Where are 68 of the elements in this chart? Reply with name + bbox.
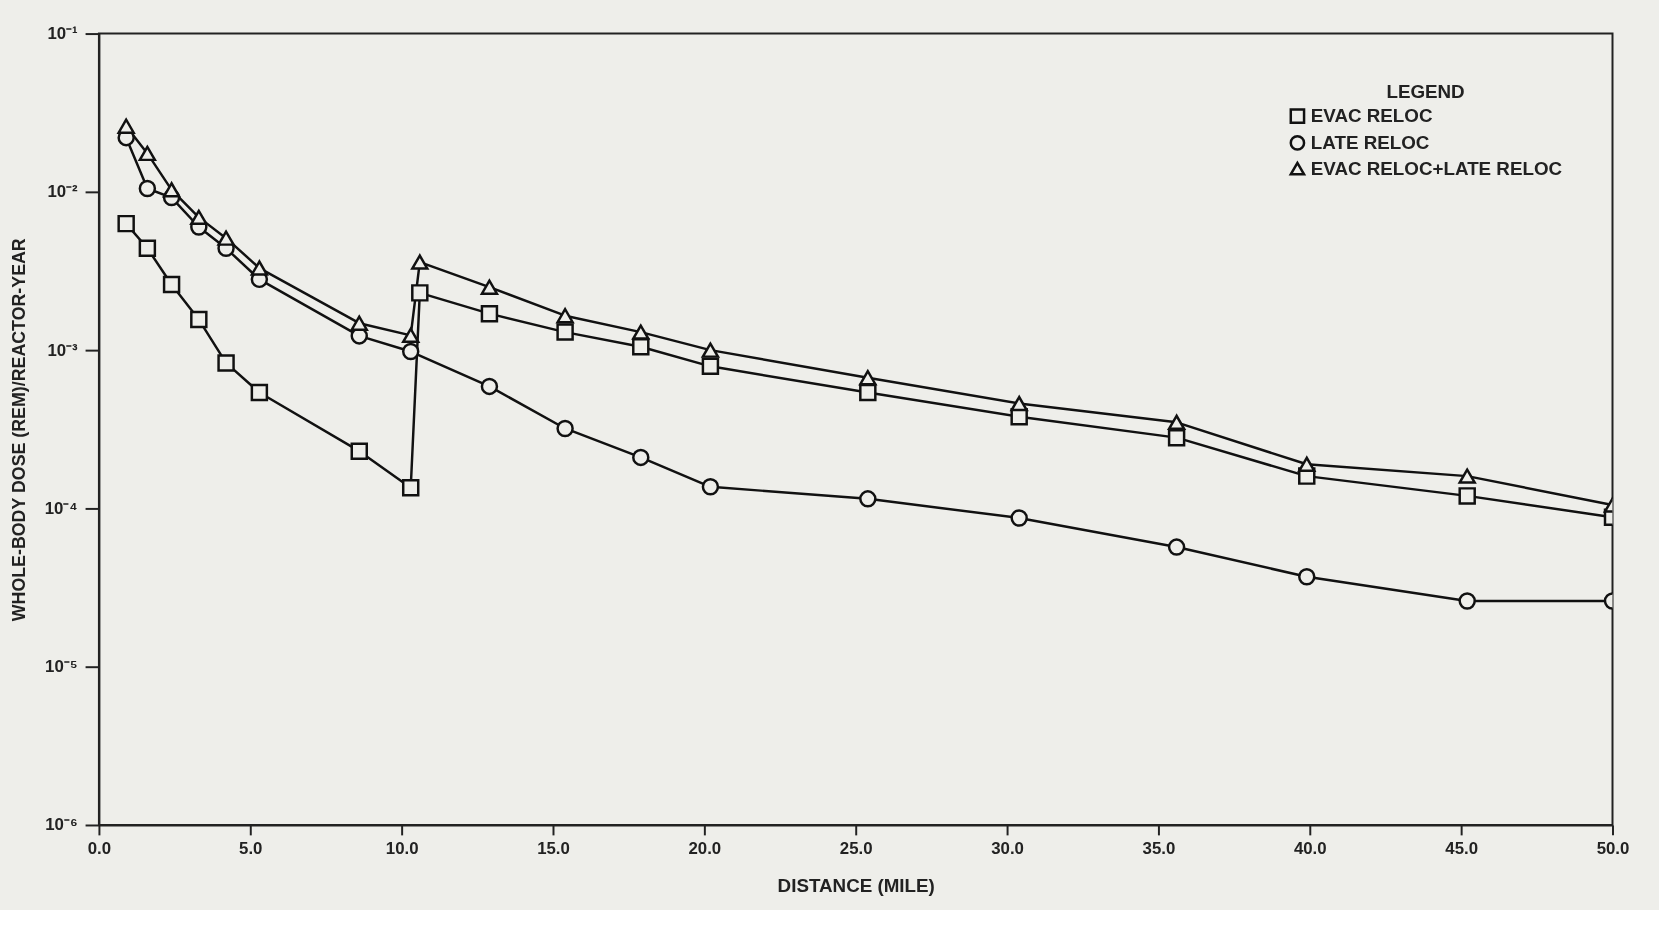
x-tick-label: 15.0 [537,839,570,859]
point [138,239,157,258]
point [217,230,235,246]
y-tick-label: 10⁻² [47,182,79,202]
x-tick-label: 30.0 [991,839,1024,859]
point [1458,468,1476,484]
point [1010,395,1028,412]
point [701,357,720,376]
point [1167,414,1186,431]
x-tick-label: 10.0 [385,839,419,859]
point [859,383,877,402]
y-axis-title: WHOLE-BODY DOSE (REM)/REACTOR-YEAR [8,238,29,622]
point [117,214,135,233]
x-tick-label: 0.0 [87,839,112,859]
x-tick-label: 40.0 [1293,839,1327,859]
y-tick-label: 10⁻¹ [47,24,79,44]
point [401,342,420,361]
point [1167,428,1186,447]
point [632,448,650,467]
x-tick-label: 25.0 [839,839,873,859]
x-tick-label: 45.0 [1445,839,1478,859]
point [1167,538,1186,556]
point [1458,487,1476,505]
point [411,254,429,270]
point [480,304,499,323]
point [350,442,368,460]
legend-label: EVAC RELOC [1310,105,1433,127]
point [138,179,157,198]
point [411,284,429,302]
y-tick-label: 10⁻³ [47,340,79,360]
point [701,478,720,496]
point [190,209,208,226]
legend-title: LEGEND [1386,80,1465,102]
point [162,182,181,198]
x-axis-title: DISTANCE (MILE) [777,874,935,896]
y-tick-label: 10⁻⁶ [45,815,78,835]
point [250,383,269,402]
point [401,327,420,344]
point [190,310,208,329]
point [859,490,877,508]
point [632,324,650,340]
point [350,315,368,331]
point [859,369,877,386]
point [556,323,574,341]
point [480,377,499,396]
point [250,260,269,276]
x-tick-label: 50.0 [1596,839,1630,859]
legend-label: EVAC RELOC+LATE RELOC [1310,157,1563,179]
point [217,354,235,372]
point [556,419,574,438]
point [480,279,499,295]
point [556,307,574,324]
point [1298,568,1316,586]
legend-label: LATE RELOC [1310,131,1430,153]
point [117,118,135,134]
point [1010,509,1028,527]
x-tick-label: 20.0 [688,839,722,859]
x-tick-label: 5.0 [239,839,263,859]
point [401,479,420,497]
point [138,145,157,162]
point [701,342,720,358]
point [1298,456,1316,473]
point [162,275,181,294]
x-tick-label: 35.0 [1142,839,1176,859]
point [1458,592,1476,610]
point [632,338,650,356]
y-tick-label: 10⁻⁴ [44,498,78,518]
y-tick-label: 10⁻⁵ [45,657,78,677]
